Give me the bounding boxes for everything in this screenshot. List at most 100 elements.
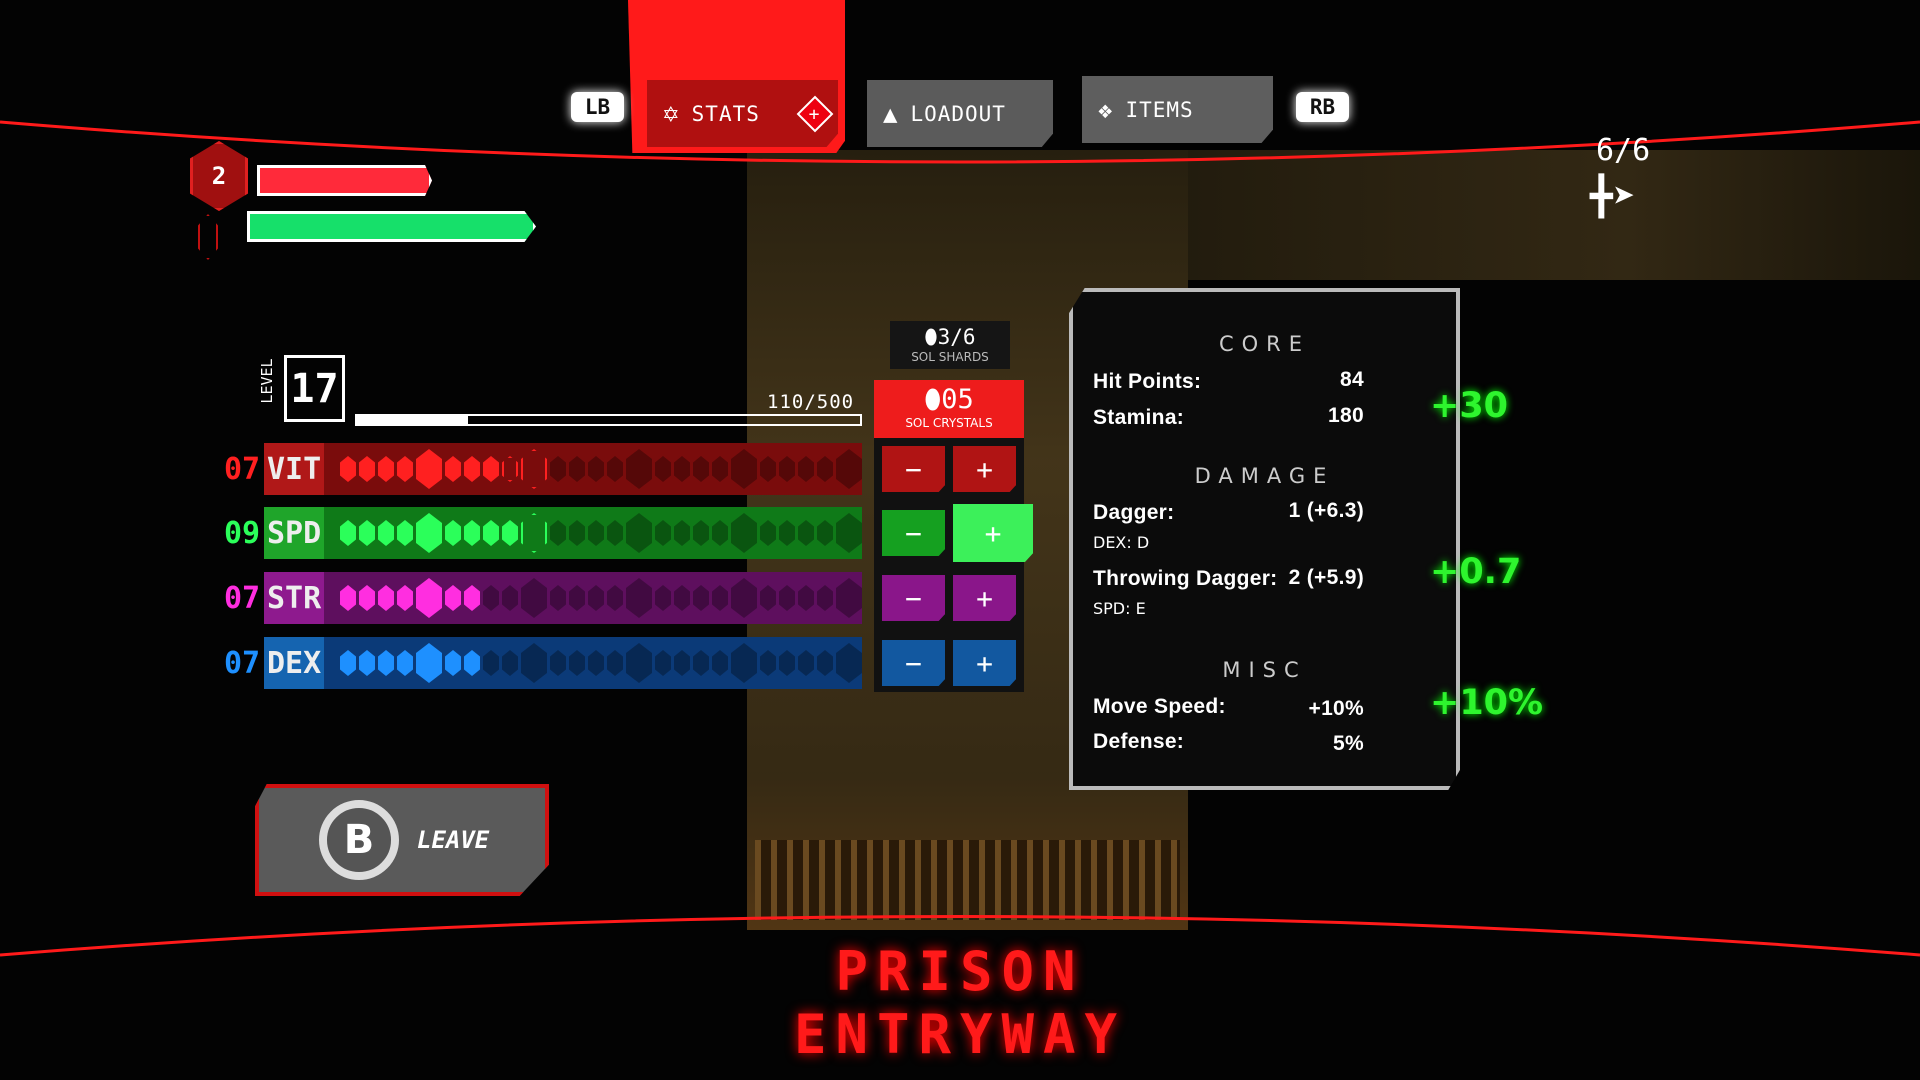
stat-pip (655, 585, 671, 611)
stat-pip (712, 520, 728, 546)
stat-pip (760, 650, 776, 676)
leave-label: LEAVE (417, 826, 490, 854)
stat-pip (731, 513, 757, 553)
stat-name: VIT (264, 443, 324, 495)
stat-pip (655, 520, 671, 546)
stat-pip (693, 456, 709, 482)
level-value: 17 (284, 355, 345, 422)
stat-name: SPD (264, 507, 324, 559)
dagger-scaling: DEX: D (1093, 533, 1150, 552)
stat-name: STR (264, 572, 324, 624)
stat-pip (359, 585, 375, 611)
stat-pip (731, 643, 757, 683)
shards-label: SOL SHARDS (911, 350, 989, 364)
leave-button[interactable]: B LEAVE (255, 784, 549, 896)
stat-pip (588, 585, 604, 611)
tab-items[interactable]: ❖ ITEMS (1082, 76, 1273, 143)
throwing-dagger-label: Throwing Dagger: (1093, 567, 1278, 590)
stat-pip (588, 520, 604, 546)
tab-loadout[interactable]: ▲ LOADOUT (867, 80, 1053, 147)
stat-pip (502, 650, 518, 676)
increase-vit-button[interactable]: + (953, 446, 1016, 492)
stat-pip (445, 585, 461, 611)
stat-pip (569, 650, 585, 676)
stat-pip (521, 513, 547, 553)
stat-pip (397, 456, 413, 482)
decrease-vit-button[interactable]: − (882, 446, 945, 492)
stat-pip (502, 456, 518, 482)
stat-value: 07 (224, 451, 261, 487)
stat-pip (464, 520, 480, 546)
section-core: CORE (1218, 332, 1311, 356)
stat-pip (483, 520, 499, 546)
throwing-dagger-icon: ╋➤ (1590, 174, 1636, 218)
stat-pip (416, 513, 442, 553)
stat-pip (521, 578, 547, 618)
stat-pip (569, 585, 585, 611)
stat-pip (378, 650, 394, 676)
triangle-icon: ▲ (883, 99, 899, 128)
increase-spd-button[interactable]: + (953, 504, 1033, 562)
potion-count: 2 (211, 162, 227, 190)
stat-pip (521, 643, 547, 683)
stat-row-dex: 07 DEX (224, 637, 862, 689)
decrease-dex-button[interactable]: − (882, 640, 945, 686)
stat-pip (607, 585, 623, 611)
hit-points-label: Hit Points: (1093, 370, 1202, 393)
increase-str-button[interactable]: + (953, 575, 1016, 621)
stat-pip (817, 650, 833, 676)
stat-pip (416, 449, 442, 489)
stat-pip (569, 520, 585, 546)
stamina-label: Stamina: (1093, 406, 1185, 429)
stat-pip (550, 585, 566, 611)
stat-pip (712, 650, 728, 676)
stat-pip (397, 585, 413, 611)
stat-pip (655, 456, 671, 482)
stat-pip (731, 449, 757, 489)
tab-label: ITEMS (1125, 97, 1194, 122)
stat-pip (550, 520, 566, 546)
lb-button[interactable]: LB (571, 92, 624, 122)
stat-pip (779, 520, 795, 546)
stat-pip (798, 650, 814, 676)
dagger-value: 1 (+6.3) (1288, 499, 1364, 522)
stat-pip (817, 456, 833, 482)
diamonds-icon: ❖ (1098, 95, 1114, 124)
stat-pip (397, 650, 413, 676)
stat-pip (693, 520, 709, 546)
top-frame-line (0, 120, 1920, 164)
stat-pip (607, 650, 623, 676)
defense-value: 5% (1333, 732, 1364, 755)
stat-pip (760, 456, 776, 482)
stat-pip (655, 650, 671, 676)
stat-pip (416, 643, 442, 683)
stat-pip (693, 650, 709, 676)
stat-pip (836, 578, 862, 618)
xp-bar (355, 414, 862, 426)
rb-button[interactable]: RB (1296, 92, 1349, 122)
tab-stats[interactable]: ✡ STATS + (647, 80, 838, 147)
stat-value: 07 (224, 580, 261, 616)
stat-row-str: 07 STR (224, 572, 862, 624)
stat-pip (798, 585, 814, 611)
potion-count-badge: 2 (190, 141, 248, 211)
plus-diamond-icon: + (796, 95, 834, 132)
stat-pip-bar (324, 637, 862, 689)
stat-pip (359, 520, 375, 546)
stat-pip (340, 456, 356, 482)
increase-dex-button[interactable]: + (953, 640, 1016, 686)
stat-pip (674, 650, 690, 676)
stat-pip (588, 456, 604, 482)
stat-name: DEX (264, 637, 324, 689)
stat-pip (416, 578, 442, 618)
stat-pip (359, 456, 375, 482)
decrease-spd-button[interactable]: − (882, 510, 945, 556)
decrease-str-button[interactable]: − (882, 575, 945, 621)
tab-label: STATS (691, 101, 760, 126)
stat-pip (607, 456, 623, 482)
stat-pip-bar (324, 443, 862, 495)
stat-pip (779, 650, 795, 676)
stat-pip (483, 456, 499, 482)
throwing-dagger-bonus: +0.7 (1430, 552, 1522, 592)
